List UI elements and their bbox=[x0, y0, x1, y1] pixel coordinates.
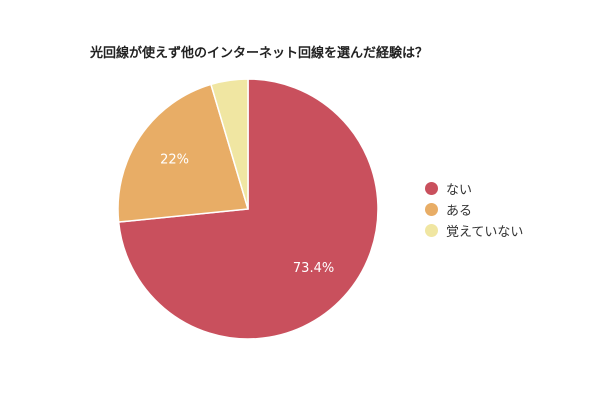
chart-title: 光回線が使えず他のインターネット回線を選んだ経験は？ bbox=[90, 46, 429, 61]
legend-item-1[interactable]: ない bbox=[425, 178, 523, 199]
pie-slice-3 bbox=[210, 78, 249, 210]
legend-item-2[interactable]: ある bbox=[425, 199, 523, 220]
legend-swatch-3 bbox=[425, 224, 438, 237]
legend-swatch-1 bbox=[425, 182, 438, 195]
legend: ないある覚えていない bbox=[425, 178, 523, 241]
data-label-2: 22% bbox=[160, 152, 189, 167]
data-label-1: 73.4% bbox=[293, 261, 334, 276]
legend-swatch-2 bbox=[425, 203, 438, 216]
pie-slice-2 bbox=[117, 83, 249, 223]
legend-label-2: ある bbox=[446, 204, 473, 219]
legend-item-3[interactable]: 覚えていない bbox=[425, 220, 523, 241]
legend-label-3: 覚えていない bbox=[446, 225, 524, 240]
legend-label-1: ない bbox=[446, 183, 473, 198]
